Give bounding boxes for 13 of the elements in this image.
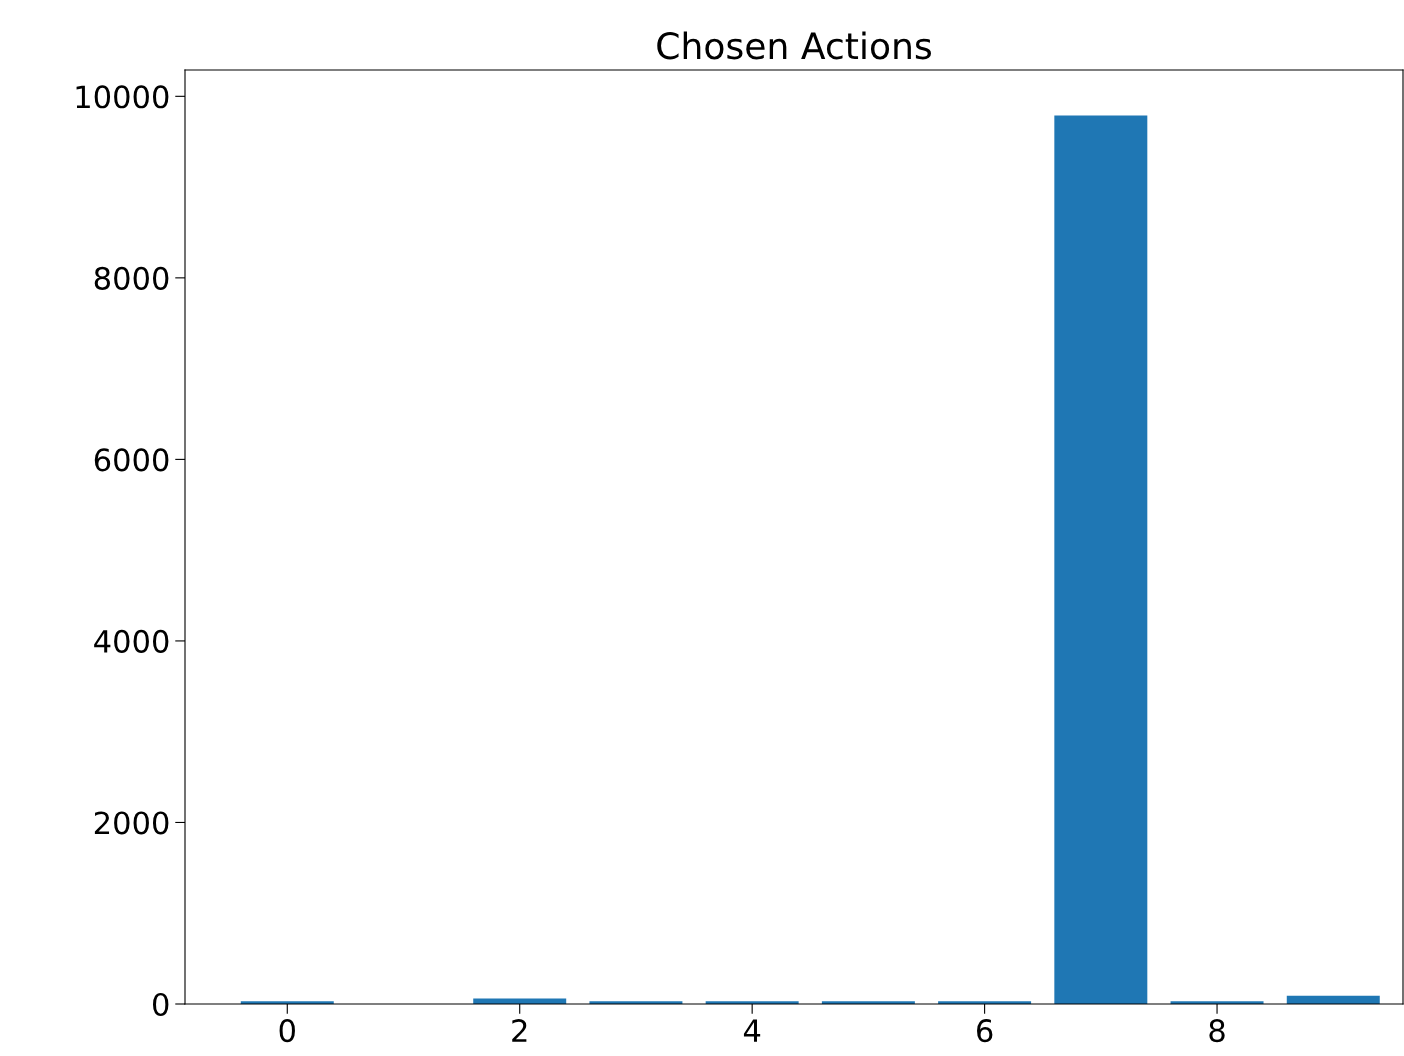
y-tick-label: 8000 — [94, 266, 169, 290]
x-tick-label: 4 — [743, 1019, 761, 1042]
bar — [1054, 115, 1148, 1004]
y-tick-label: 4000 — [94, 629, 169, 653]
y-tick-label: 2000 — [94, 811, 169, 835]
y-tick-label: 10000 — [76, 85, 169, 109]
x-tick-label: 0 — [279, 1019, 295, 1043]
chart-title: Chosen Actions — [657, 31, 931, 60]
y-tick-label: 6000 — [94, 448, 169, 472]
y-tick-label: 0 — [152, 992, 169, 1017]
x-tick-label: 2 — [512, 1019, 527, 1042]
x-tick-label: 6 — [977, 1019, 993, 1043]
x-tick-label: 8 — [1209, 1019, 1225, 1043]
